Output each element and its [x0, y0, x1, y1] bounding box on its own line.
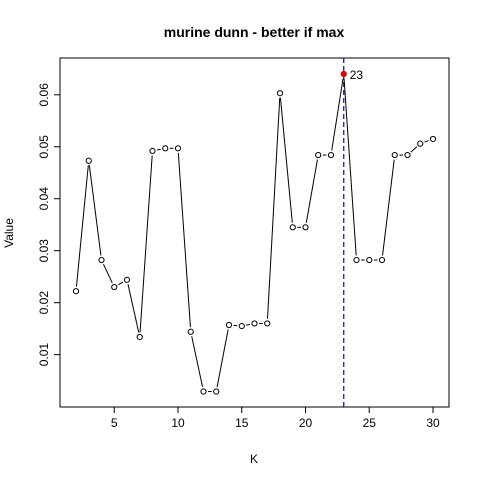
x-axis: 5 10 15 20 25 30: [111, 407, 440, 430]
series-segment: [305, 159, 318, 223]
y-tick-label: 0.04: [37, 187, 51, 211]
data-point: [429, 135, 437, 143]
data-point: [302, 224, 309, 231]
series-segment: [246, 323, 251, 326]
data-point: [417, 140, 424, 147]
data-point: [123, 276, 131, 283]
data-point: [289, 224, 296, 231]
series-segment: [343, 78, 357, 256]
data-point: [174, 145, 182, 152]
series-segment: [75, 165, 89, 287]
series-segment: [103, 263, 113, 284]
x-tick-label: 30: [426, 416, 440, 430]
y-tick-label: 0.06: [37, 83, 51, 107]
data-point: [162, 145, 169, 152]
series-segment: [331, 78, 344, 151]
data-point: [238, 322, 245, 330]
series-segment: [88, 165, 102, 256]
data-point: [187, 328, 194, 335]
data-point: [72, 288, 80, 295]
series: [72, 70, 437, 395]
plot-frame: [59, 57, 450, 408]
x-axis-label: K: [250, 452, 258, 466]
data-point: [149, 147, 156, 155]
x-tick-label: 5: [111, 416, 118, 430]
data-point: [366, 256, 373, 264]
data-point: [213, 388, 220, 395]
series-segment: [267, 97, 281, 319]
data-point: [327, 151, 335, 159]
series-segment: [191, 336, 204, 388]
data-point: [378, 256, 386, 264]
series-segment: [139, 155, 153, 333]
series-segment: [177, 152, 191, 328]
data-point: [251, 320, 258, 327]
data-point: [404, 151, 411, 159]
data-point: [264, 320, 271, 327]
series-segment: [117, 281, 124, 286]
series-segment: [127, 284, 140, 333]
y-tick-label: 0.03: [37, 239, 51, 263]
series-segment: [279, 97, 293, 223]
y-axis: 0.01 0.02 0.03 0.04 0.05 0.06: [37, 83, 60, 367]
data-point: [276, 90, 284, 97]
chart-title: murine dunn - better if max: [164, 24, 345, 40]
y-tick-label: 0.01: [37, 343, 51, 367]
data-point: [200, 388, 207, 395]
data-point: [111, 283, 118, 291]
data-point: [85, 157, 92, 164]
highlight-label: 23: [350, 68, 364, 82]
y-axis-label: Value: [2, 218, 16, 248]
series-segment: [156, 148, 161, 151]
x-tick-label: 25: [363, 416, 377, 430]
x-tick-label: 20: [299, 416, 313, 430]
highlight-point: [340, 70, 347, 78]
data-point: [225, 321, 233, 329]
y-tick-label: 0.05: [37, 135, 51, 159]
data-point: [353, 256, 360, 264]
y-tick-label: 0.02: [37, 291, 51, 315]
x-tick-label: 15: [235, 416, 249, 430]
series-segment: [424, 140, 429, 143]
x-tick-label: 10: [171, 416, 185, 430]
data-point: [315, 151, 322, 159]
series-segment: [216, 329, 229, 388]
series-segment: [382, 159, 395, 256]
series-segment: [410, 146, 418, 153]
data-point: [391, 151, 398, 159]
data-point: [98, 256, 105, 264]
data-point: [136, 333, 143, 341]
